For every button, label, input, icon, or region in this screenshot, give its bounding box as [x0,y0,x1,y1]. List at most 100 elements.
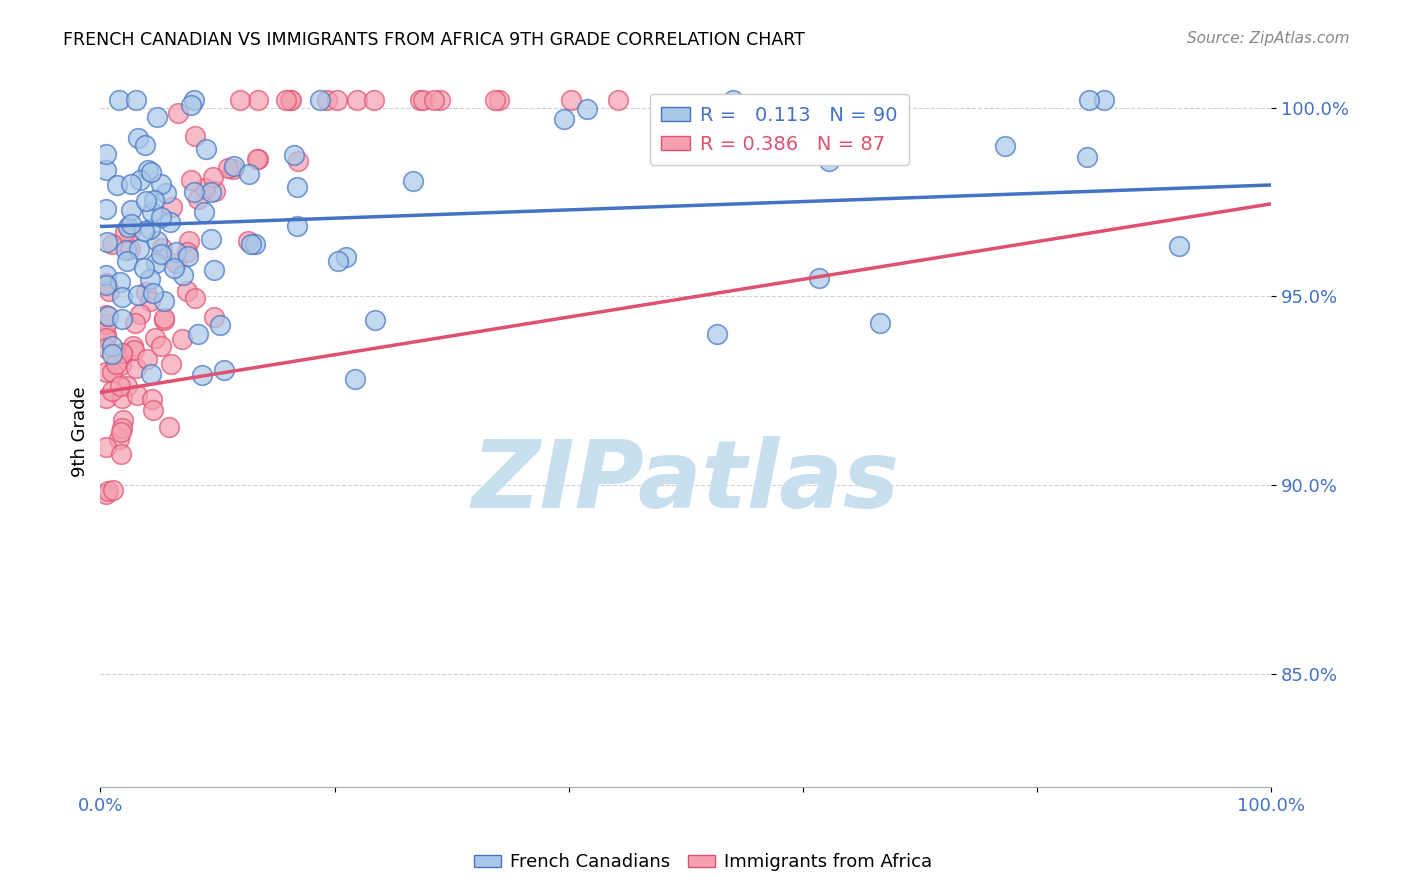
Point [200,232,222,246]
Point [101,346,124,360]
Point [105,357,128,371]
Point [96,202,118,216]
Point [163,260,186,275]
Point [184,129,207,144]
Point [818,154,841,169]
Point [135,285,157,299]
Point [127,288,149,302]
Point [96,342,118,356]
Y-axis label: 9th Grade: 9th Grade [72,387,89,477]
Point [190,368,212,382]
Point [110,358,132,372]
Point [125,361,148,376]
Point [105,178,128,193]
Point [97,309,120,323]
Point [238,167,260,181]
Point [280,93,302,107]
Point [167,106,190,120]
Point [402,174,425,188]
Point [111,413,134,427]
Point [780,113,803,128]
Point [152,293,174,308]
Point [117,379,139,393]
Point [124,316,146,330]
Point [97,483,120,498]
Point [150,177,173,191]
Point [134,137,156,152]
Point [285,180,308,194]
Point [576,102,599,116]
Point [96,147,118,161]
Point [869,316,891,330]
Point [308,93,330,107]
Point [128,172,150,186]
Point [142,285,165,300]
Point [408,93,430,107]
Point [118,242,141,256]
Point [142,402,165,417]
Point [97,284,120,298]
Point [553,112,575,127]
Point [180,173,202,187]
Point [221,162,243,177]
Point [111,421,134,435]
Point [423,93,446,107]
Point [139,165,162,179]
Point [136,352,159,367]
Point [159,215,181,229]
Legend: R =   0.113   N = 90, R = 0.386   N = 87: R = 0.113 N = 90, R = 0.386 N = 87 [650,95,910,165]
Point [177,234,200,248]
Point [247,153,270,167]
Point [686,136,709,150]
Point [101,384,124,398]
Point [240,237,263,252]
Point [176,244,198,259]
Point [145,255,167,269]
Point [96,317,118,331]
Point [96,327,118,342]
Text: ZIPatlas: ZIPatlas [471,436,900,528]
Point [228,93,250,107]
Point [122,343,145,358]
Point [165,256,187,270]
Point [96,365,118,379]
Point [165,245,187,260]
Point [246,93,269,107]
Point [412,93,434,107]
Point [111,346,134,360]
Point [217,161,239,175]
Point [183,185,205,199]
Point [111,291,134,305]
Point [706,326,728,341]
Point [108,432,131,446]
Point [170,333,193,347]
Point [111,311,134,326]
Point [115,254,138,268]
Point [108,275,131,289]
Point [100,365,122,379]
Point [111,345,134,359]
Point [155,186,177,200]
Point [96,441,118,455]
Point [243,236,266,251]
Point [120,225,142,239]
Point [111,392,134,406]
Point [157,420,180,434]
Point [1076,150,1098,164]
Point [484,93,506,107]
Point [101,339,124,353]
Point [129,308,152,322]
Point [246,152,269,166]
Point [160,200,183,214]
Point [149,338,172,352]
Point [194,141,217,155]
Point [139,271,162,285]
Point [326,253,349,268]
Point [1167,239,1189,253]
Point [150,241,173,255]
Point [127,130,149,145]
Point [209,318,232,332]
Point [488,93,510,107]
Point [146,110,169,124]
Point [96,268,118,283]
